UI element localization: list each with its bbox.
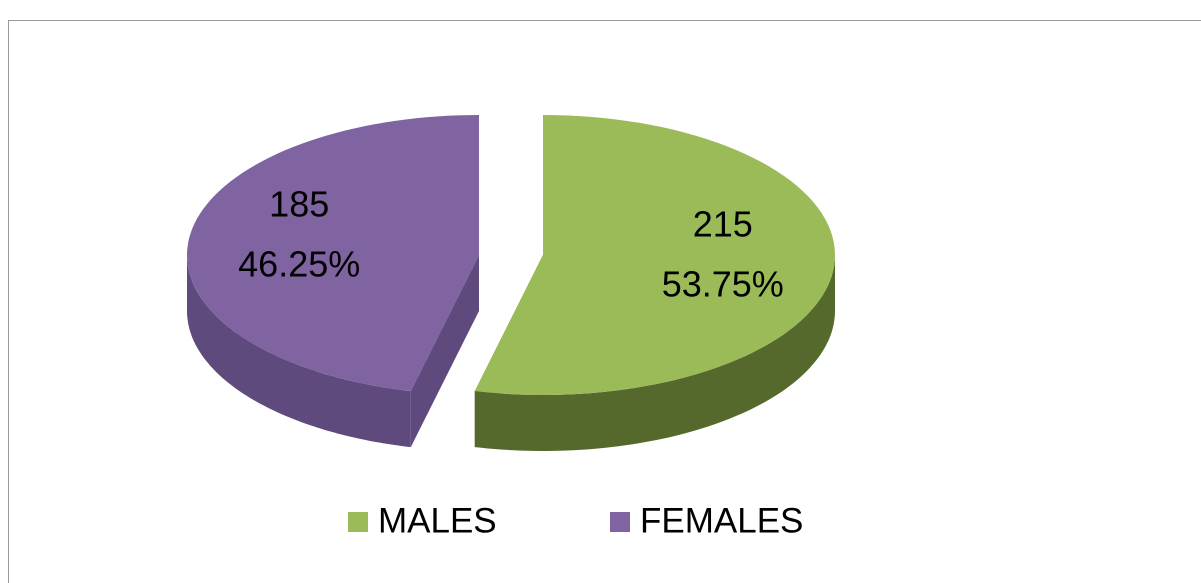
legend-label: MALES [378, 501, 497, 540]
slice-cut-face [410, 255, 479, 448]
pie-slice [474, 115, 835, 395]
slice-value-label: 185 [269, 183, 329, 224]
legend-swatch [610, 512, 630, 532]
slice-percent-label: 46.25% [238, 243, 360, 284]
legend-swatch [348, 512, 368, 532]
pie-slice [187, 115, 479, 392]
slice-percent-label: 53.75% [662, 264, 784, 305]
legend-label: FEMALES [640, 501, 803, 540]
slice-side [187, 255, 411, 448]
slice-value-label: 215 [693, 204, 753, 245]
slice-side [474, 255, 835, 451]
